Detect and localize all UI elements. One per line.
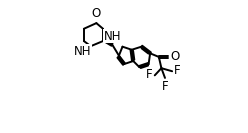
Text: F: F <box>174 64 181 77</box>
Text: O: O <box>170 50 179 63</box>
Text: F: F <box>162 80 168 93</box>
Text: O: O <box>92 7 101 20</box>
Text: F: F <box>146 68 153 81</box>
Text: NH: NH <box>103 30 121 43</box>
Polygon shape <box>103 41 113 46</box>
Text: NH: NH <box>74 45 92 58</box>
